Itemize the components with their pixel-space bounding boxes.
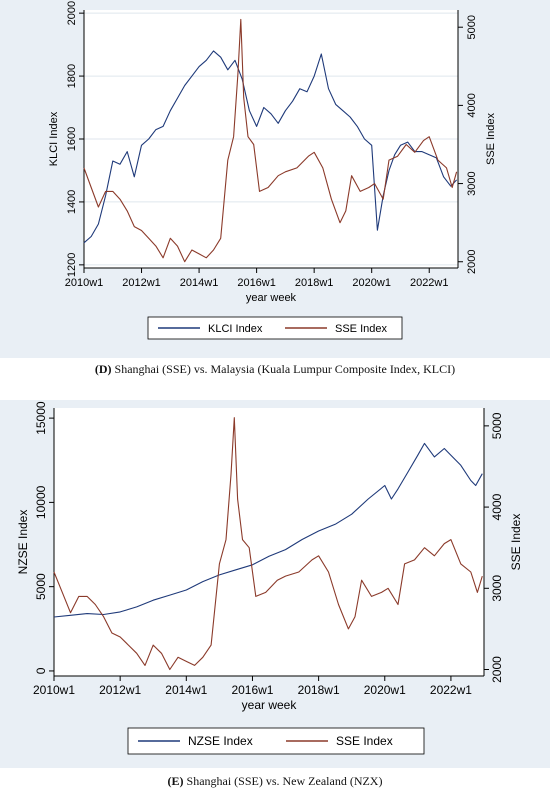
x-tick-label: 2014w1 bbox=[165, 683, 207, 697]
y-right-tick-label: 5000 bbox=[490, 412, 504, 439]
y-right-tick-label: 5000 bbox=[466, 15, 478, 39]
legend-label: SSE Index bbox=[335, 323, 387, 335]
y-left-tick-label: 1800 bbox=[66, 64, 78, 88]
y-right-tick-label: 2000 bbox=[490, 656, 504, 683]
chart-panel-d: 1200 1400 1600 1800 2000 2000 3000 4000 5000 2010… bbox=[0, 0, 550, 377]
series-line-primary bbox=[83, 50, 458, 244]
y-left-tick-label: 15000 bbox=[34, 401, 48, 435]
chart-d: 1200 1400 1600 1800 2000 2000 3000 4000 5000 2010… bbox=[0, 0, 550, 358]
x-axis-title: year week bbox=[242, 698, 298, 712]
caption-e-text: Shanghai (SSE) vs. New Zealand (NZX) bbox=[183, 774, 383, 788]
y-left-tick-label: 1400 bbox=[66, 190, 78, 214]
caption-d-letter: (D) bbox=[94, 362, 112, 376]
x-tick-label: 2020w1 bbox=[364, 683, 406, 697]
x-tick-label: 2012w1 bbox=[122, 277, 161, 289]
y-right-axis-title: SSE Index bbox=[485, 113, 497, 165]
x-tick-label: 2022w1 bbox=[410, 277, 449, 289]
x-tick-label: 2018w1 bbox=[298, 683, 340, 697]
y-right-tick-label: 4000 bbox=[466, 93, 478, 117]
x-tick-label: 2010w1 bbox=[65, 277, 104, 289]
y-left-tick-label: 1200 bbox=[66, 253, 78, 277]
x-tick-label: 2012w1 bbox=[99, 683, 141, 697]
y-left-tick-label: 1600 bbox=[66, 127, 78, 151]
x-tick-label: 2018w1 bbox=[295, 277, 334, 289]
x-tick-label: 2020w1 bbox=[352, 277, 391, 289]
caption-e-letter: (E) bbox=[167, 774, 184, 788]
y-right-tick-label: 2000 bbox=[466, 250, 478, 274]
y-right-tick-label: 3000 bbox=[490, 575, 504, 602]
y-left-tick-label: 5000 bbox=[34, 573, 48, 600]
y-right-tick-label: 3000 bbox=[466, 171, 478, 195]
chart-e: 0 5000 10000 15000 2000 3000 4000 5000 2010w1 201… bbox=[0, 400, 550, 768]
legend-box bbox=[147, 316, 403, 340]
caption-d: (D) Shanghai (SSE) vs. Malaysia (Kuala L… bbox=[0, 362, 550, 377]
caption-d-text: Shanghai (SSE) vs. Malaysia (Kuala Lumpu… bbox=[111, 362, 456, 376]
series-line-sse bbox=[83, 18, 458, 263]
x-tick-label: 2016w1 bbox=[231, 683, 273, 697]
y-left-tick-label: 2000 bbox=[66, 1, 78, 25]
y-right-axis-title: SSE Index bbox=[509, 514, 523, 571]
legend-label: NZSE Index bbox=[188, 734, 253, 748]
x-tick-label: 2016w1 bbox=[237, 277, 276, 289]
legend-label: SSE Index bbox=[336, 734, 393, 748]
y-left-axis-title: NZSE Index bbox=[16, 510, 30, 575]
y-left-tick-label: 0 bbox=[34, 667, 48, 674]
x-tick-label: 2010w1 bbox=[33, 683, 75, 697]
caption-e: (E) Shanghai (SSE) vs. New Zealand (NZX) bbox=[0, 774, 550, 789]
legend-label: KLCI Index bbox=[208, 323, 263, 335]
series-line-sse bbox=[53, 417, 483, 671]
y-left-axis-title: KLCI Index bbox=[48, 111, 60, 166]
x-tick-label: 2022w1 bbox=[430, 683, 472, 697]
x-tick-label: 2014w1 bbox=[180, 277, 219, 289]
chart-panel-e: 0 5000 10000 15000 2000 3000 4000 5000 2010w1 201… bbox=[0, 400, 550, 795]
series-line-primary bbox=[53, 442, 483, 618]
y-right-tick-label: 4000 bbox=[490, 493, 504, 520]
plot-area bbox=[54, 408, 484, 676]
y-left-tick-label: 10000 bbox=[34, 485, 48, 519]
x-axis-title: year week bbox=[246, 292, 297, 304]
